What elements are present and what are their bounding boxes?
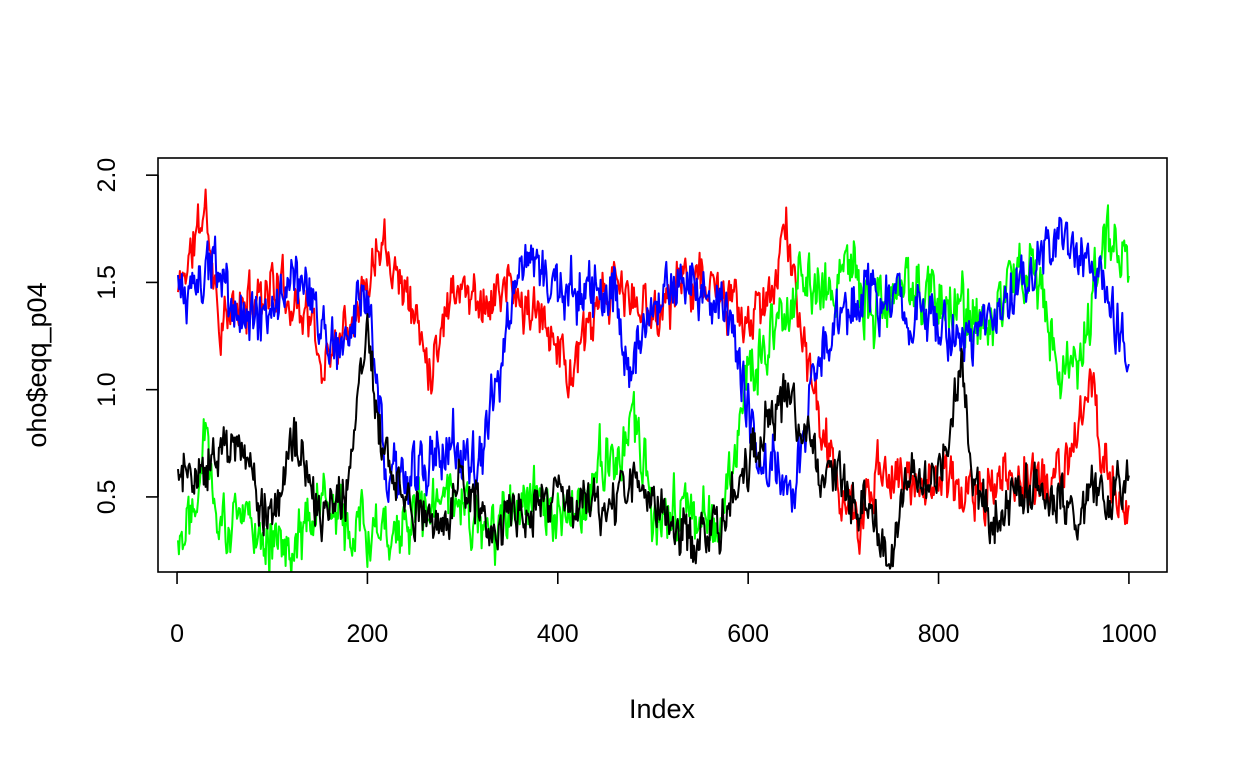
x-tick-label: 0 xyxy=(170,620,184,648)
x-tick-label: 800 xyxy=(918,620,960,648)
y-axis-label: oho$eqq_p04 xyxy=(22,282,52,447)
series-line-3 xyxy=(177,216,1130,513)
y-tick-label: 2.0 xyxy=(93,158,121,193)
y-tick-label: 1.5 xyxy=(93,265,121,300)
y-tick-label: 0.5 xyxy=(93,480,121,515)
x-tick-label: 400 xyxy=(537,620,579,648)
series-line-2 xyxy=(177,204,1130,572)
series-line-4 xyxy=(177,313,1130,570)
x-axis: 0 200 400 600 800 1000 xyxy=(170,571,1157,648)
x-tick-label: 200 xyxy=(347,620,389,648)
series-layer xyxy=(177,188,1130,572)
x-tick-label: 1000 xyxy=(1101,620,1157,648)
y-tick-label: 1.0 xyxy=(93,372,121,407)
x-axis-label: Index xyxy=(629,694,696,724)
x-tick-label: 600 xyxy=(727,620,769,648)
y-axis: 0.5 1.0 1.5 2.0 xyxy=(93,158,159,515)
